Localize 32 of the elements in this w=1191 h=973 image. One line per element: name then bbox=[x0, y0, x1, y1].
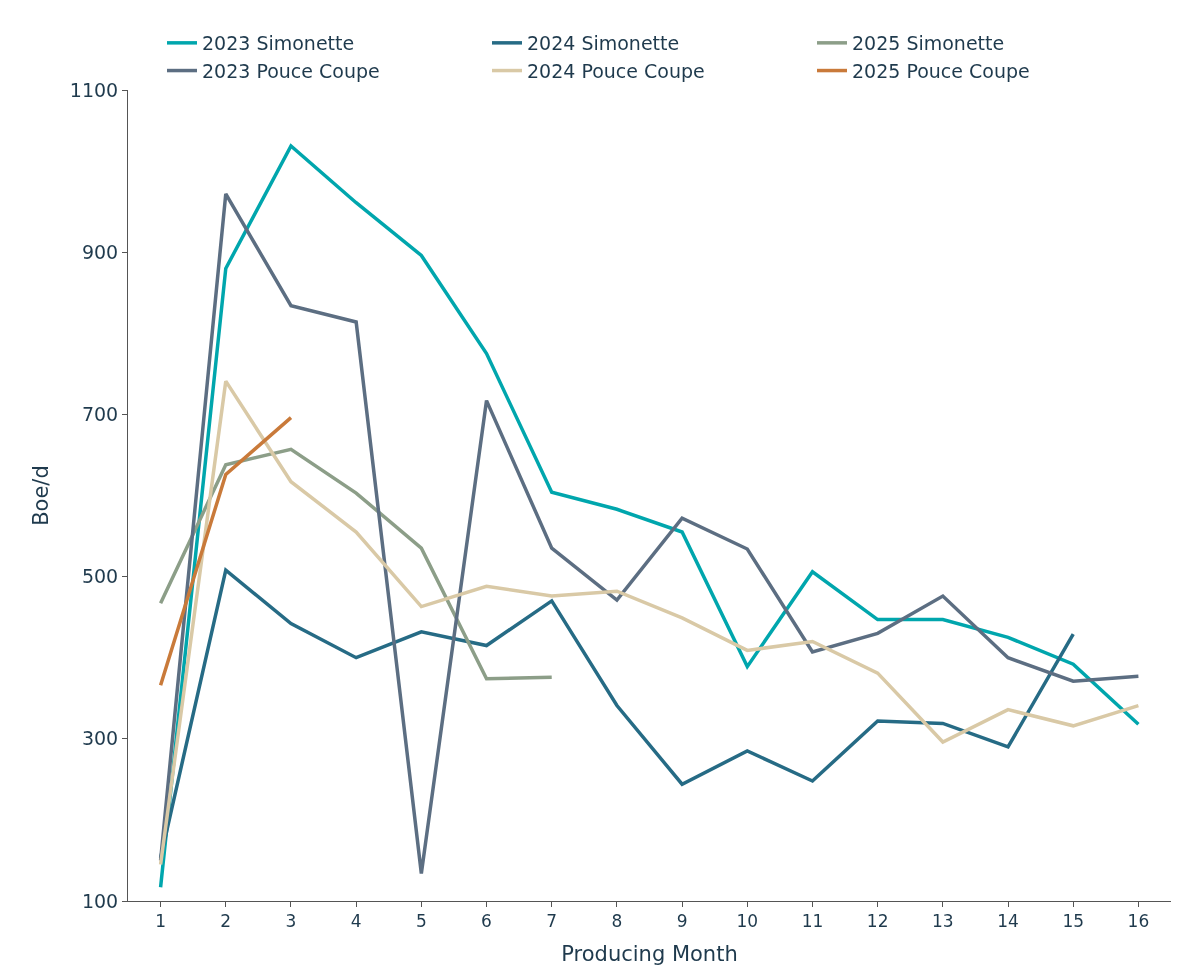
legend-label: 2023 Pouce Coupe bbox=[202, 59, 380, 82]
x-tick-label: 4 bbox=[350, 911, 362, 932]
x-tick-label: 1 bbox=[155, 911, 166, 932]
x-tick-label: 7 bbox=[546, 911, 558, 932]
x-tick-label: 12 bbox=[866, 911, 889, 932]
y-tick-label: 300 bbox=[81, 727, 119, 750]
y-tick-label: 700 bbox=[81, 403, 119, 426]
legend-label: 2025 Pouce Coupe bbox=[852, 59, 1030, 82]
y-axis-title: Boe/d bbox=[28, 465, 53, 526]
x-tick-label: 3 bbox=[285, 911, 297, 932]
x-tick-label: 16 bbox=[1127, 911, 1150, 932]
x-tick-label: 11 bbox=[801, 911, 824, 932]
x-tick-label: 8 bbox=[611, 911, 623, 932]
x-tick-label: 15 bbox=[1062, 911, 1085, 932]
y-tick-label: 1100 bbox=[69, 78, 119, 101]
line-series bbox=[158, 379, 1141, 867]
x-tick-label: 13 bbox=[932, 911, 954, 932]
x-tick-label: 2 bbox=[220, 911, 232, 932]
legend-label: 2023 Simonette bbox=[202, 32, 355, 55]
line-series bbox=[158, 447, 554, 681]
legend-label: 2025 Simonette bbox=[852, 32, 1005, 55]
x-tick-label: 9 bbox=[676, 911, 688, 932]
y-tick-label: 500 bbox=[81, 565, 119, 588]
x-axis-title: Producing Month bbox=[561, 941, 738, 966]
x-tick-label: 6 bbox=[481, 911, 492, 932]
x-tick-label: 5 bbox=[415, 911, 427, 932]
y-tick-label: 100 bbox=[81, 889, 119, 912]
y-tick-label: 900 bbox=[81, 240, 119, 263]
legend-label: 2024 Pouce Coupe bbox=[527, 59, 705, 82]
legend-label: 2024 Simonette bbox=[527, 32, 680, 55]
x-tick-label: 14 bbox=[997, 911, 1019, 932]
x-tick-label: 10 bbox=[736, 911, 759, 932]
